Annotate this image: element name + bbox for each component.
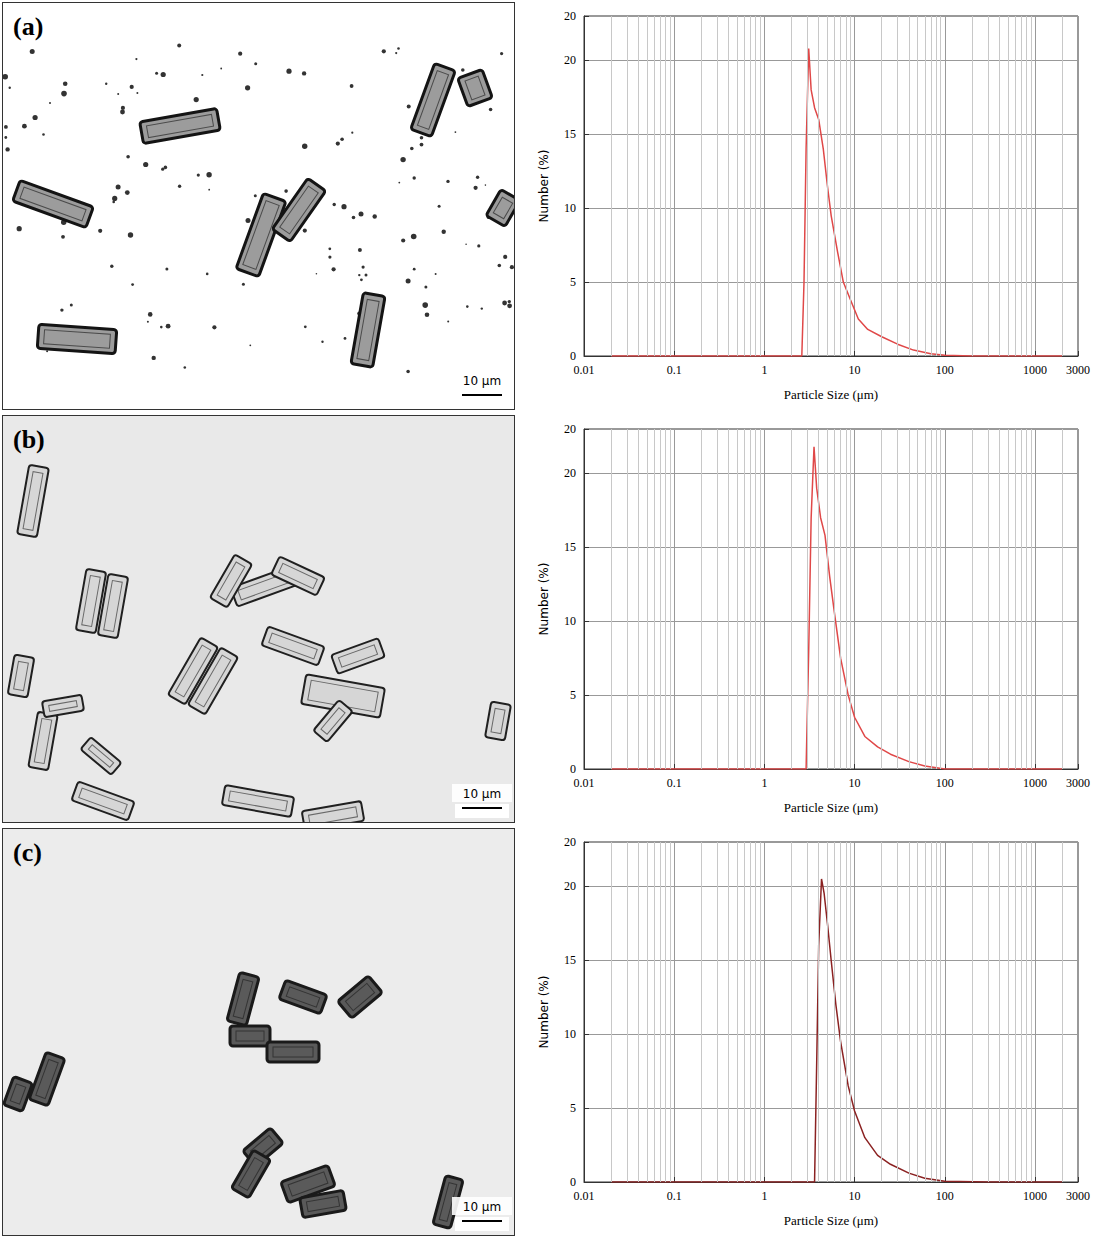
svg-text:20: 20	[564, 879, 576, 893]
svg-text:20: 20	[564, 422, 576, 436]
svg-text:10 μm: 10 μm	[463, 374, 501, 388]
svg-text:15: 15	[564, 953, 576, 967]
svg-text:3000: 3000	[1066, 776, 1090, 790]
svg-text:1000: 1000	[1023, 1189, 1047, 1203]
svg-text:Number (%): Number (%)	[537, 150, 551, 223]
svg-text:20: 20	[564, 9, 576, 23]
svg-text:0.1: 0.1	[667, 363, 682, 377]
svg-text:100: 100	[936, 1189, 954, 1203]
svg-text:100: 100	[936, 363, 954, 377]
svg-text:10: 10	[564, 614, 576, 628]
svg-text:1000: 1000	[1023, 776, 1047, 790]
svg-text:0.01: 0.01	[574, 1189, 595, 1203]
svg-text:0: 0	[570, 762, 576, 776]
svg-text:5: 5	[570, 688, 576, 702]
svg-text:1000: 1000	[1023, 363, 1047, 377]
svg-text:(c): (c)	[13, 838, 42, 867]
svg-text:(a): (a)	[13, 12, 43, 41]
svg-text:10: 10	[849, 1189, 861, 1203]
svg-text:0.1: 0.1	[667, 776, 682, 790]
svg-text:1: 1	[761, 776, 767, 790]
svg-text:10: 10	[849, 776, 861, 790]
svg-text:Number (%): Number (%)	[537, 976, 551, 1049]
svg-text:0: 0	[570, 1175, 576, 1189]
svg-text:5: 5	[570, 275, 576, 289]
svg-text:3000: 3000	[1066, 363, 1090, 377]
svg-text:(b): (b)	[13, 425, 45, 454]
svg-text:Particle Size (μm): Particle Size (μm)	[784, 387, 878, 402]
svg-text:0: 0	[570, 349, 576, 363]
svg-text:20: 20	[564, 466, 576, 480]
svg-text:15: 15	[564, 540, 576, 554]
svg-text:1: 1	[761, 1189, 767, 1203]
svg-text:3000: 3000	[1066, 1189, 1090, 1203]
svg-text:0.01: 0.01	[574, 363, 595, 377]
svg-text:20: 20	[564, 835, 576, 849]
svg-text:Particle Size (μm): Particle Size (μm)	[784, 1213, 878, 1228]
svg-text:5: 5	[570, 1101, 576, 1115]
svg-text:Particle Size (μm): Particle Size (μm)	[784, 800, 878, 815]
svg-text:0.01: 0.01	[574, 776, 595, 790]
svg-text:1: 1	[761, 363, 767, 377]
svg-text:10: 10	[849, 363, 861, 377]
svg-text:0.1: 0.1	[667, 1189, 682, 1203]
svg-text:10 μm: 10 μm	[463, 1200, 501, 1214]
svg-text:100: 100	[936, 776, 954, 790]
svg-text:Number (%): Number (%)	[537, 563, 551, 636]
svg-text:15: 15	[564, 127, 576, 141]
svg-text:20: 20	[564, 53, 576, 67]
svg-text:10 μm: 10 μm	[463, 787, 501, 801]
svg-text:10: 10	[564, 201, 576, 215]
svg-text:10: 10	[564, 1027, 576, 1041]
